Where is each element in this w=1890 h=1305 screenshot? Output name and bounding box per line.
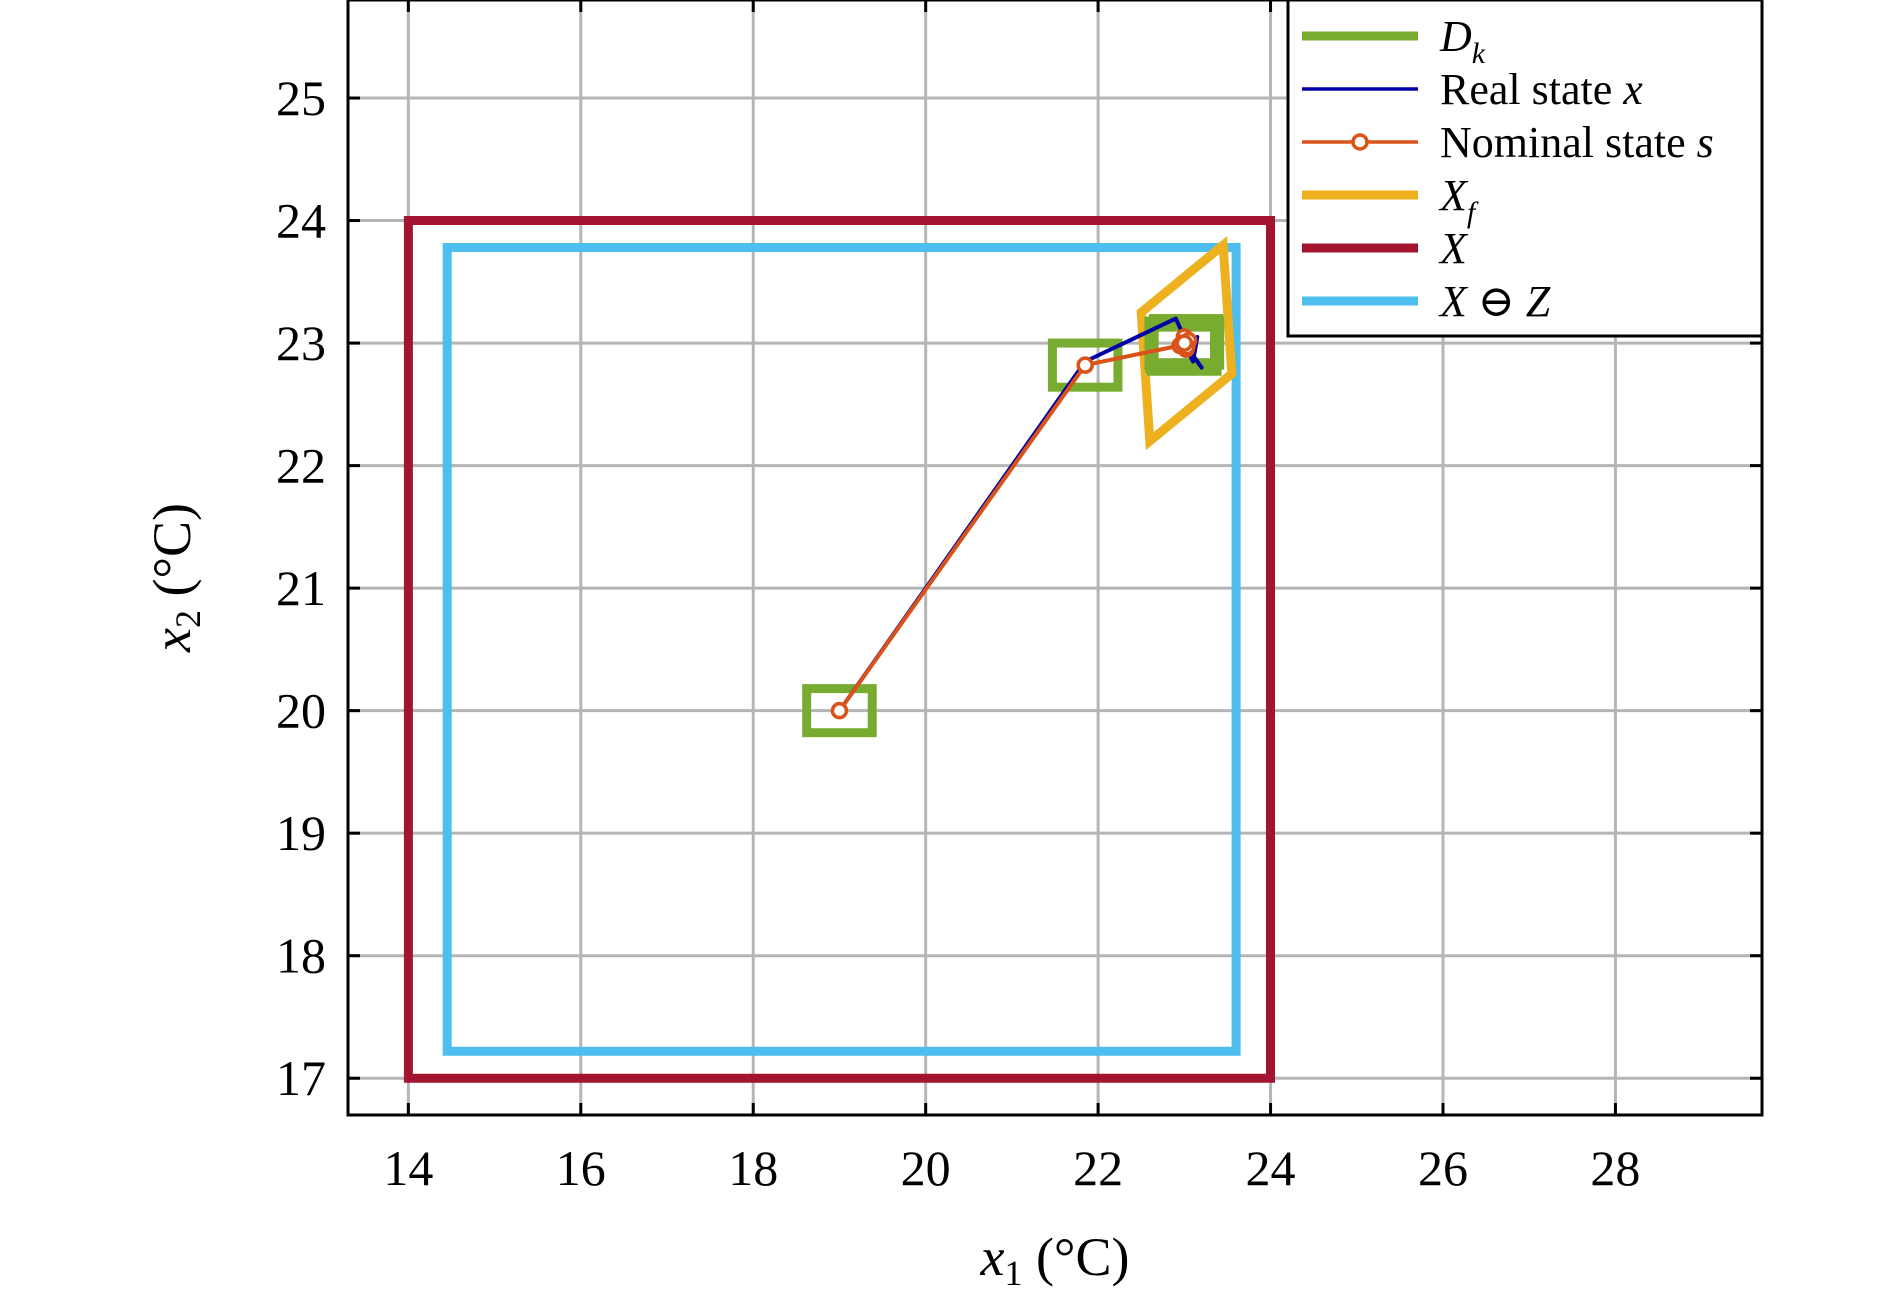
legend-item: Real state x — [1302, 65, 1643, 114]
legend-text-part: Nominal state — [1440, 118, 1697, 167]
x-tick-label: 22 — [1073, 1140, 1123, 1196]
y-tick-label: 25 — [276, 70, 326, 126]
legend-label: Nominal state s — [1440, 118, 1714, 167]
legend-var: s — [1697, 118, 1714, 167]
disturbance-set-box — [1149, 316, 1225, 370]
x-tick-label: 28 — [1590, 1140, 1640, 1196]
series-layer — [403, 216, 1275, 1083]
legend-var: x — [1622, 65, 1643, 114]
legend-marker — [1351, 133, 1369, 151]
legend-var: X — [1438, 224, 1469, 273]
ticks: 14 16 18 20 22 24 26 28 17 18 19 20 21 22 23 24 25 — [276, 0, 1762, 1196]
x-tick-label: 16 — [556, 1140, 606, 1196]
legend-label: X — [1438, 224, 1469, 273]
series-x — [403, 216, 1275, 1083]
legend-var: D — [1439, 12, 1472, 61]
y-tick-label: 18 — [276, 928, 326, 984]
series-xf — [1136, 236, 1237, 451]
x-axis-label: x1 (°C) — [979, 1227, 1129, 1293]
legend-text-part: Real state — [1440, 65, 1623, 114]
series-x-z — [442, 243, 1241, 1056]
x-tick-label: 20 — [901, 1140, 951, 1196]
nominal-state-marker — [1175, 334, 1194, 352]
nominal-state-marker — [830, 701, 849, 720]
disturbance-set-box — [1047, 338, 1123, 392]
x-tick-label: 24 — [1246, 1140, 1296, 1196]
legend-sub: k — [1472, 37, 1486, 70]
legend-var: X — [1438, 171, 1469, 220]
x-tick-label: 14 — [383, 1140, 433, 1196]
y-axis-label: x2 (°C) — [142, 503, 208, 653]
y-tick-label: 23 — [276, 315, 326, 371]
legend-label: Real state x — [1440, 65, 1643, 114]
legend-item: Nominal state s — [1302, 118, 1714, 167]
legend-label: X ⊖ Z — [1438, 277, 1551, 326]
y-tick-label: 22 — [276, 438, 326, 494]
y-tick-label: 21 — [276, 560, 326, 616]
legend-var: Z — [1526, 277, 1551, 326]
legend-label: Dk — [1439, 12, 1486, 70]
nominal-state-marker — [1076, 356, 1094, 374]
y-tick-label: 24 — [276, 193, 326, 249]
legend-item: X — [1302, 224, 1469, 273]
y-tick-label: 17 — [276, 1050, 326, 1106]
legend-item: Dk — [1302, 12, 1486, 70]
legend-var: X — [1438, 277, 1469, 326]
legend-item: X ⊖ Z — [1302, 277, 1551, 326]
y-tick-label: 19 — [276, 805, 326, 861]
x-tick-label: 18 — [728, 1140, 778, 1196]
axes-frame — [346, 0, 1764, 1117]
x-tick-label: 26 — [1418, 1140, 1468, 1196]
y-tick-label: 20 — [276, 683, 326, 739]
legend-box — [1286, 0, 1764, 338]
disturbance-set-box — [802, 684, 877, 738]
legend-text-part: ⊖ — [1467, 277, 1526, 326]
